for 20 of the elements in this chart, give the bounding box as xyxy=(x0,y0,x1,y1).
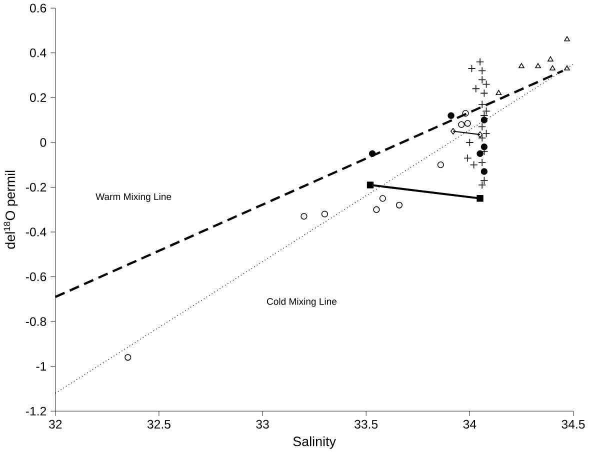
x-tick-label: 34 xyxy=(463,420,476,429)
y-tick-label: -0.8 xyxy=(26,317,46,326)
y-tick-label: -1 xyxy=(36,362,46,371)
y-tick-label: 0.6 xyxy=(30,4,46,13)
x-axis-title: Salinity xyxy=(293,436,336,450)
y-tick-label: -0.2 xyxy=(26,183,46,192)
x-tick-label: 33 xyxy=(256,420,269,429)
y-tick-label: 0 xyxy=(40,138,46,148)
y-axis-title: del$^{18}$O permil xyxy=(4,171,18,249)
y-tick-label: -0.6 xyxy=(26,272,46,282)
x-tick-label: 33.5 xyxy=(354,420,378,429)
annotation: Warm Mixing Line xyxy=(96,193,172,202)
x-tick-label: 32 xyxy=(49,420,62,429)
annotation: Cold Mixing Line xyxy=(266,298,337,307)
y-tick-label: 0.4 xyxy=(30,48,46,58)
x-tick-label: 34.5 xyxy=(562,420,585,429)
y-tick-label: 0.2 xyxy=(30,94,46,102)
x-tick-label: 32.5 xyxy=(147,420,170,429)
y-tick-label: -0.4 xyxy=(26,228,46,237)
y-tick-label: -1.2 xyxy=(26,407,46,416)
